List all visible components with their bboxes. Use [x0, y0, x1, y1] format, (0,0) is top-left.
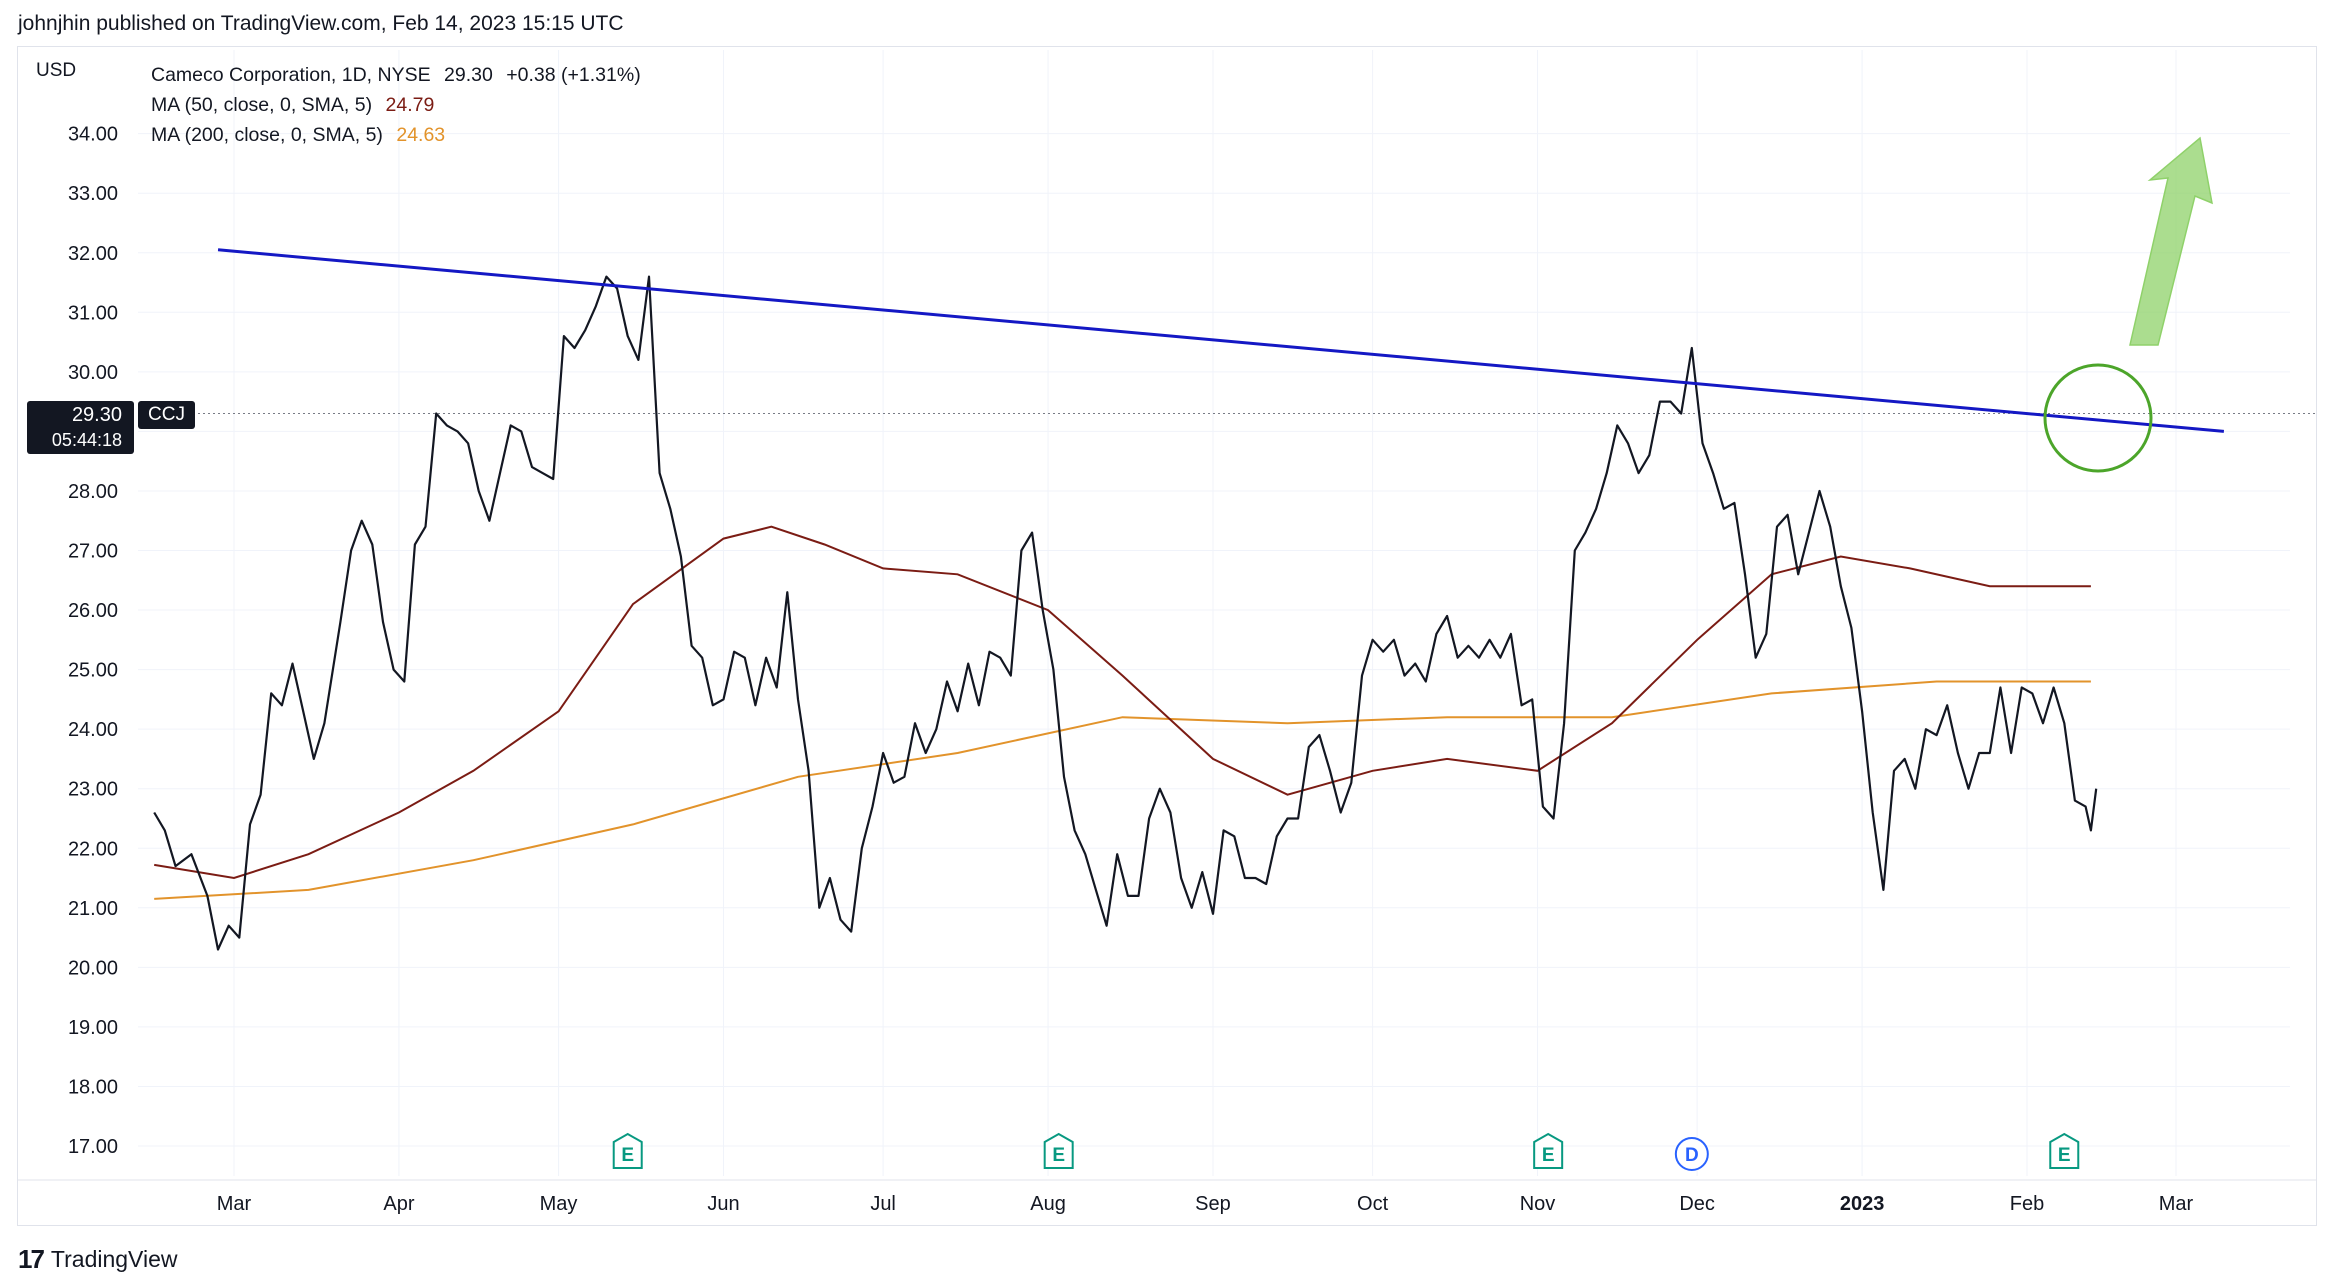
- x-tick-label: Apr: [383, 1193, 414, 1215]
- y-tick-label: 22.00: [68, 838, 118, 860]
- legend-ma50-value: 24.79: [385, 94, 435, 116]
- y-tick-label: 33.00: [68, 183, 118, 205]
- legend-price: 29.30: [444, 64, 493, 86]
- svg-text:E: E: [1542, 1145, 1555, 1166]
- x-tick-label: Aug: [1030, 1193, 1066, 1215]
- y-tick-label: 34.00: [68, 124, 118, 146]
- y-tick-label: 26.00: [68, 600, 118, 622]
- y-tick-label: 23.00: [68, 779, 118, 801]
- legend-title: Cameco Corporation, 1D, NYSE: [151, 64, 431, 86]
- ma50-line: [154, 525, 2091, 880]
- y-tick-label: 30.00: [68, 362, 118, 384]
- svg-text:E: E: [1052, 1145, 1065, 1166]
- grid: [138, 50, 2290, 1176]
- y-tick-label: 20.00: [68, 957, 118, 979]
- x-tick-label: Oct: [1357, 1193, 1389, 1215]
- x-tick-label: Feb: [2010, 1193, 2044, 1215]
- currency-label: USD: [36, 60, 77, 81]
- x-axis: Mar Apr May Jun Jul Aug Sep Oct Nov Dec 2023 Feb Mar: [18, 1179, 2316, 1215]
- svg-text:E: E: [621, 1145, 634, 1166]
- legend-ma50-row[interactable]: MA (50, close, 0, SMA, 5) 24.79: [151, 90, 641, 120]
- price-line: [153, 275, 2098, 951]
- y-tick-label: 24.00: [68, 719, 118, 741]
- earnings-marker: E: [1533, 1132, 1564, 1169]
- x-tick-label: May: [540, 1193, 578, 1215]
- x-tick-label: Jul: [870, 1193, 896, 1215]
- legend-symbol-row[interactable]: Cameco Corporation, 1D, NYSE 29.30 +0.38…: [151, 60, 641, 90]
- x-tick-label: Sep: [1195, 1193, 1231, 1215]
- chart-frame[interactable]: [17, 46, 2317, 1226]
- chart-legend: Cameco Corporation, 1D, NYSE 29.30 +0.38…: [151, 60, 641, 150]
- y-tick-label: 27.00: [68, 541, 118, 563]
- y-tick-label: 18.00: [68, 1076, 118, 1098]
- current-price-tag: 29.30 05:44:18: [27, 401, 134, 454]
- earnings-marker: E: [1043, 1132, 1074, 1169]
- legend-ma200-value: 24.63: [396, 124, 446, 146]
- legend-ma200-row[interactable]: MA (200, close, 0, SMA, 5) 24.63: [151, 120, 641, 150]
- legend-ma50-label: MA (50, close, 0, SMA, 5): [151, 94, 373, 116]
- y-tick-label: 21.00: [68, 898, 118, 920]
- dividend-marker: D: [1674, 1137, 1709, 1171]
- x-tick-label: Jun: [707, 1193, 739, 1215]
- legend-ma200-label: MA (200, close, 0, SMA, 5): [151, 124, 383, 146]
- svg-text:E: E: [2058, 1145, 2071, 1166]
- y-axis: 17.00 18.00 19.00 20.00 21.00 22.00 23.00 24.00…: [68, 124, 118, 1158]
- legend-change: +0.38 (+1.31%): [506, 64, 641, 86]
- y-tick-label: 31.00: [68, 302, 118, 324]
- y-tick-label: 25.00: [68, 660, 118, 682]
- y-tick-label: 19.00: [68, 1017, 118, 1039]
- footer-brand: TradingView: [50, 1245, 178, 1272]
- earnings-marker: E: [612, 1132, 643, 1169]
- footer-branding[interactable]: 17 TradingView: [18, 1242, 178, 1276]
- current-price-value: 29.30: [71, 404, 122, 426]
- y-tick-label: 32.00: [68, 243, 118, 265]
- y-tick-label: 17.00: [68, 1136, 118, 1158]
- symbol-tag: CCJ: [138, 401, 195, 429]
- breakout-circle: [2043, 363, 2153, 473]
- x-tick-label: 2023: [1840, 1193, 1885, 1215]
- x-tick-label: Dec: [1679, 1193, 1715, 1215]
- x-tick-label: Mar: [2159, 1193, 2194, 1215]
- tradingview-logo-icon: 17: [18, 1243, 45, 1274]
- y-tick-label: 28.00: [68, 481, 118, 503]
- x-tick-label: Mar: [217, 1193, 252, 1215]
- svg-text:D: D: [1685, 1145, 1699, 1166]
- x-tick-label: Nov: [1520, 1193, 1556, 1215]
- up-arrow-drawing: [2129, 136, 2213, 346]
- earnings-marker: E: [2049, 1132, 2080, 1169]
- bar-countdown: 05:44:18: [51, 430, 122, 450]
- publisher-line: johnjhin published on TradingView.com, F…: [18, 12, 624, 35]
- resistance-trendline: [217, 248, 2225, 433]
- ma200-line: [154, 680, 2091, 900]
